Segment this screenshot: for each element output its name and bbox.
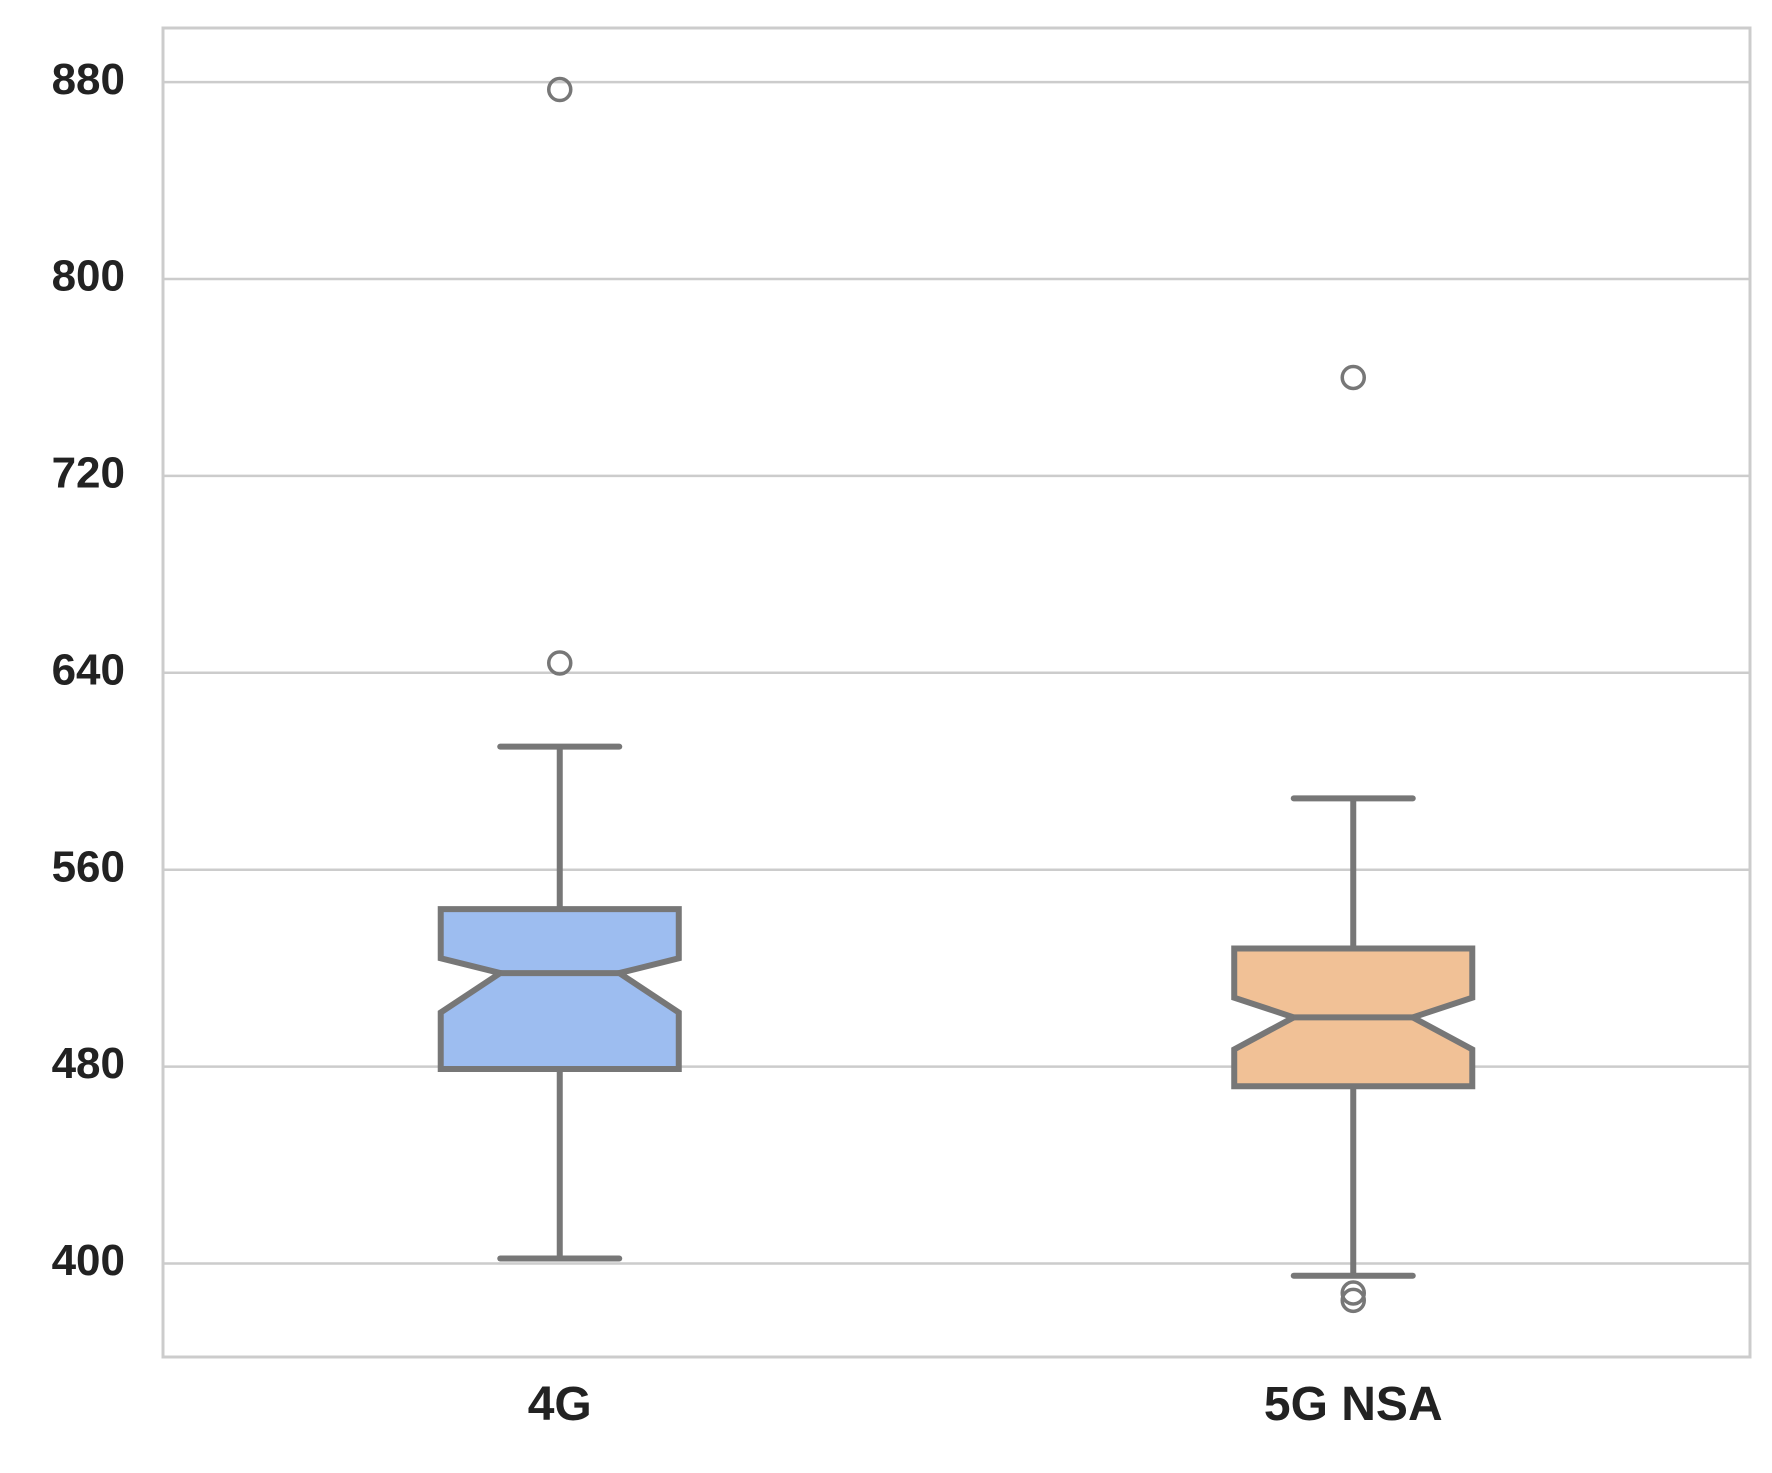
box-series	[437, 76, 1476, 1314]
outlier-point-5g-nsa-0	[1340, 364, 1366, 391]
y-tick-label-800: 800	[52, 252, 125, 301]
y-tick-label-640: 640	[52, 645, 125, 694]
y-tick-label-400: 400	[52, 1236, 125, 1285]
outlier-point-4g-0	[547, 76, 573, 103]
x-tick-label-4g: 4G	[528, 1378, 592, 1431]
box-body-4g	[437, 906, 682, 1073]
plot-area-frame	[161, 26, 1752, 1359]
y-tick-label-880: 880	[52, 55, 125, 104]
x-tick-label-5g-nsa: 5G NSA	[1264, 1378, 1443, 1431]
outlier-point-4g-1	[547, 650, 573, 676]
y-tick-label-720: 720	[52, 449, 125, 498]
y-tick-label-560: 560	[52, 842, 125, 891]
grid-lines	[163, 80, 1750, 1265]
box-4g	[437, 76, 682, 1262]
outlier-point-5g-nsa-2	[1340, 1287, 1366, 1314]
outlier-point-5g-nsa-1	[1340, 1280, 1366, 1306]
y-tick-label-480: 480	[52, 1039, 125, 1088]
y-axis-ticks: 400 480 560 640 720 800 880	[52, 55, 125, 1285]
box-5g-nsa	[1231, 364, 1476, 1314]
x-axis-ticks: 4G 5G NSA	[528, 1378, 1443, 1431]
